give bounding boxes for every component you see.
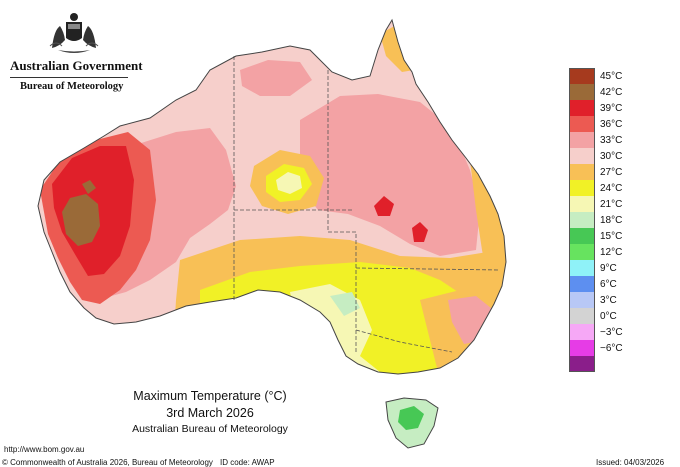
map-title: Maximum Temperature (°C) bbox=[133, 389, 287, 403]
legend-label: 3°C bbox=[600, 294, 617, 306]
agency-branding: Australian Government Bureau of Meteorol… bbox=[10, 10, 143, 92]
legend-item: 9°C bbox=[569, 260, 639, 276]
legend-item: 3°C bbox=[569, 292, 639, 308]
legend-item: 24°C bbox=[569, 180, 639, 196]
legend-item: 12°C bbox=[569, 244, 639, 260]
legend-label: 45°C bbox=[600, 70, 623, 82]
legend-swatch bbox=[569, 276, 595, 292]
legend-swatch bbox=[569, 324, 595, 340]
zone-42c-pilbara bbox=[62, 194, 100, 246]
bom-website-link[interactable]: http://www.bom.gov.au bbox=[4, 445, 85, 454]
zone-33c-north bbox=[300, 94, 480, 256]
legend-swatch bbox=[569, 340, 595, 356]
legend-swatch bbox=[569, 196, 595, 212]
zone-36c-qld-1 bbox=[374, 196, 394, 216]
legend-item: 6°C bbox=[569, 276, 639, 292]
legend-item bbox=[569, 356, 639, 372]
legend-label: 36°C bbox=[600, 118, 623, 130]
legend-item: 18°C bbox=[569, 212, 639, 228]
legend-item: 39°C bbox=[569, 100, 639, 116]
legend-item: 21°C bbox=[569, 196, 639, 212]
legend-label: 18°C bbox=[600, 214, 623, 226]
zone-18c-south bbox=[330, 292, 360, 316]
boundary-sa-qld-nsw bbox=[328, 231, 357, 354]
legend-swatch bbox=[569, 180, 595, 196]
legend-label: 39°C bbox=[600, 102, 623, 114]
legend-label: 27°C bbox=[600, 166, 623, 178]
legend-label: 33°C bbox=[600, 134, 623, 146]
zone-42c-north-west bbox=[82, 180, 96, 194]
id-code: ID code: AWAP bbox=[220, 458, 275, 467]
legend-label: 9°C bbox=[600, 262, 617, 274]
legend-swatch bbox=[569, 84, 595, 100]
divider bbox=[10, 77, 128, 78]
legend-item: 33°C bbox=[569, 132, 639, 148]
map-source: Australian Bureau of Meteorology bbox=[132, 423, 288, 435]
zone-27c-east-coast bbox=[470, 160, 506, 290]
legend-label: 15°C bbox=[600, 230, 623, 242]
legend-swatch bbox=[569, 68, 595, 84]
zone-33c-kimberley bbox=[240, 60, 312, 96]
legend-item: −3°C bbox=[569, 324, 639, 340]
legend-swatch bbox=[569, 356, 595, 372]
legend-label: 12°C bbox=[600, 246, 623, 258]
boundary-qld-nsw bbox=[355, 267, 501, 271]
legend-item: 42°C bbox=[569, 84, 639, 100]
footer-bar: © Commonwealth of Australia 2026, Bureau… bbox=[0, 458, 680, 467]
legend-swatch bbox=[569, 100, 595, 116]
legend-item: 36°C bbox=[569, 116, 639, 132]
legend-swatch bbox=[569, 292, 595, 308]
legend-swatch bbox=[569, 308, 595, 324]
map-title-block: Maximum Temperature (°C) 3rd March 2026 … bbox=[130, 388, 290, 437]
legend-swatch bbox=[569, 148, 595, 164]
legend-swatch bbox=[569, 260, 595, 276]
legend-label: −3°C bbox=[600, 326, 623, 338]
legend-item: −6°C bbox=[569, 340, 639, 356]
government-name: Australian Government bbox=[10, 58, 143, 73]
boundary-nsw-vic bbox=[355, 329, 453, 353]
legend-swatch bbox=[569, 228, 595, 244]
legend-label: 21°C bbox=[600, 198, 623, 210]
tasmania-cool-zone bbox=[398, 406, 424, 430]
legend-item: 30°C bbox=[569, 148, 639, 164]
legend-label: 6°C bbox=[600, 278, 617, 290]
legend-swatch bbox=[569, 132, 595, 148]
legend-label: 0°C bbox=[600, 310, 617, 322]
legend-item: 27°C bbox=[569, 164, 639, 180]
commonwealth-coat-of-arms-icon bbox=[49, 13, 99, 53]
legend-label: −6°C bbox=[600, 342, 623, 354]
legend-label: 30°C bbox=[600, 150, 623, 162]
copyright-text: © Commonwealth of Australia 2026, Bureau… bbox=[2, 458, 213, 467]
legend-swatch bbox=[569, 164, 595, 180]
state-boundaries bbox=[233, 56, 501, 354]
legend-swatch bbox=[569, 244, 595, 260]
bureau-name: Bureau of Meteorology bbox=[20, 81, 124, 92]
zone-21c-central bbox=[276, 172, 302, 194]
legend-label: 24°C bbox=[600, 182, 623, 194]
legend-swatch bbox=[569, 116, 595, 132]
issued-date: Issued: 04/03/2026 bbox=[596, 458, 665, 467]
legend-item: 0°C bbox=[569, 308, 639, 324]
legend-item: 15°C bbox=[569, 228, 639, 244]
legend-label: 42°C bbox=[600, 86, 623, 98]
temperature-legend: 45°C 42°C 39°C 36°C 33°C 30°C 27°C 24°C 21°C 18°C… bbox=[569, 68, 639, 372]
map-date: 3rd March 2026 bbox=[166, 406, 254, 420]
zone-36c-qld-2 bbox=[412, 222, 428, 242]
legend-swatch bbox=[569, 212, 595, 228]
legend-item: 45°C bbox=[569, 68, 639, 84]
